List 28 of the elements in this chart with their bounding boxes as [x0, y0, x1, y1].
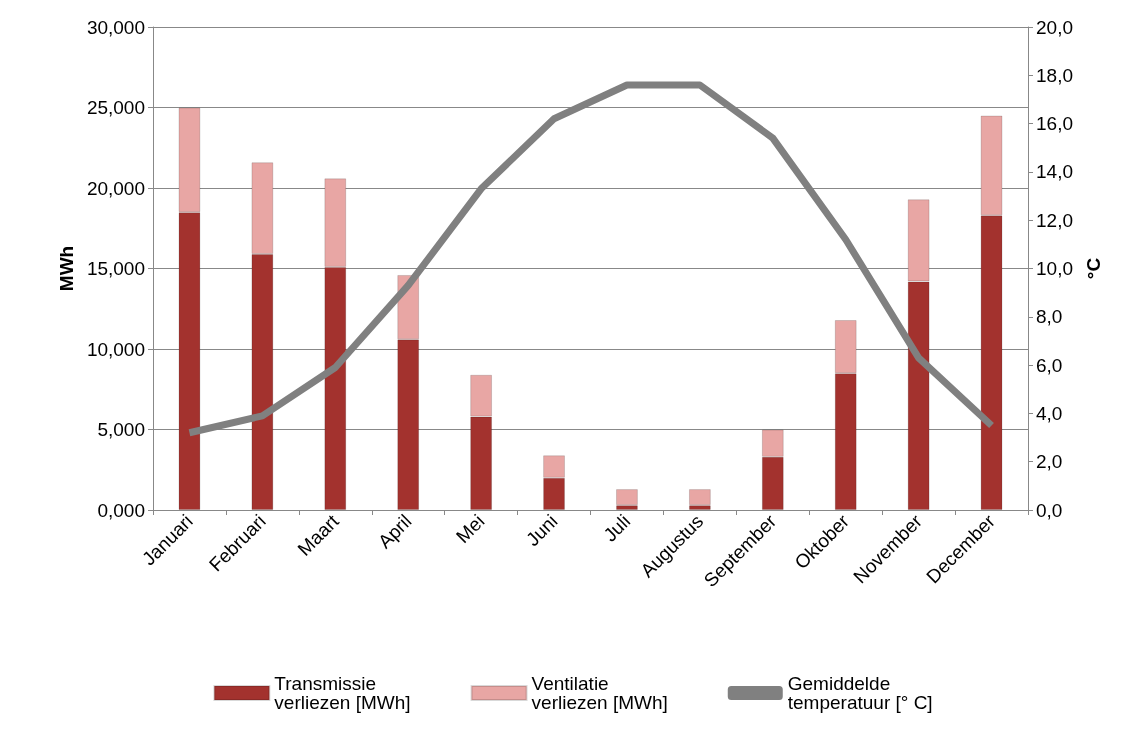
y2-tick-label: 2,0 — [1036, 451, 1063, 473]
y-tick-label: 10,000 — [86, 338, 145, 360]
y2-tick-label: 6,0 — [1036, 354, 1063, 376]
y-tick-label: 0,000 — [97, 499, 145, 521]
y-tick-label: 15,000 — [86, 258, 145, 279]
y2-tick-label: 14,0 — [1036, 161, 1073, 183]
legend-label: Transmissie verliezen [MWh] — [274, 673, 411, 713]
y-tick-label: 20,000 — [86, 177, 145, 199]
legend-label: Ventilatie verliezen [MWh] — [531, 673, 668, 713]
y2-tick-label: 16,0 — [1036, 113, 1073, 135]
x-tick-label: Juli — [599, 510, 635, 546]
y-axis-title: MWh — [55, 245, 77, 292]
legend-label: Gemiddelde temperatuur [° C] — [787, 673, 933, 713]
bar — [616, 489, 638, 506]
x-tick-label: Mei — [452, 510, 489, 548]
y-tick-label: 5,000 — [97, 419, 145, 440]
y-tick-label: 25,000 — [86, 97, 145, 118]
y2-tick-label: 10,0 — [1036, 258, 1073, 279]
y2-axis-title: °C — [1082, 257, 1104, 280]
y-tick-label: 30,000 — [86, 16, 145, 38]
y2-tick-label: 18,0 — [1036, 64, 1073, 86]
y2-tick-label: 12,0 — [1036, 209, 1073, 231]
x-tick-label: Juni — [521, 510, 562, 551]
bar — [688, 489, 711, 506]
y2-tick-label: 0,0 — [1036, 499, 1063, 521]
y2-tick-label: 4,0 — [1036, 402, 1063, 424]
y2-tick-label: 20,0 — [1036, 16, 1073, 38]
y2-tick-label: 8,0 — [1036, 306, 1063, 328]
